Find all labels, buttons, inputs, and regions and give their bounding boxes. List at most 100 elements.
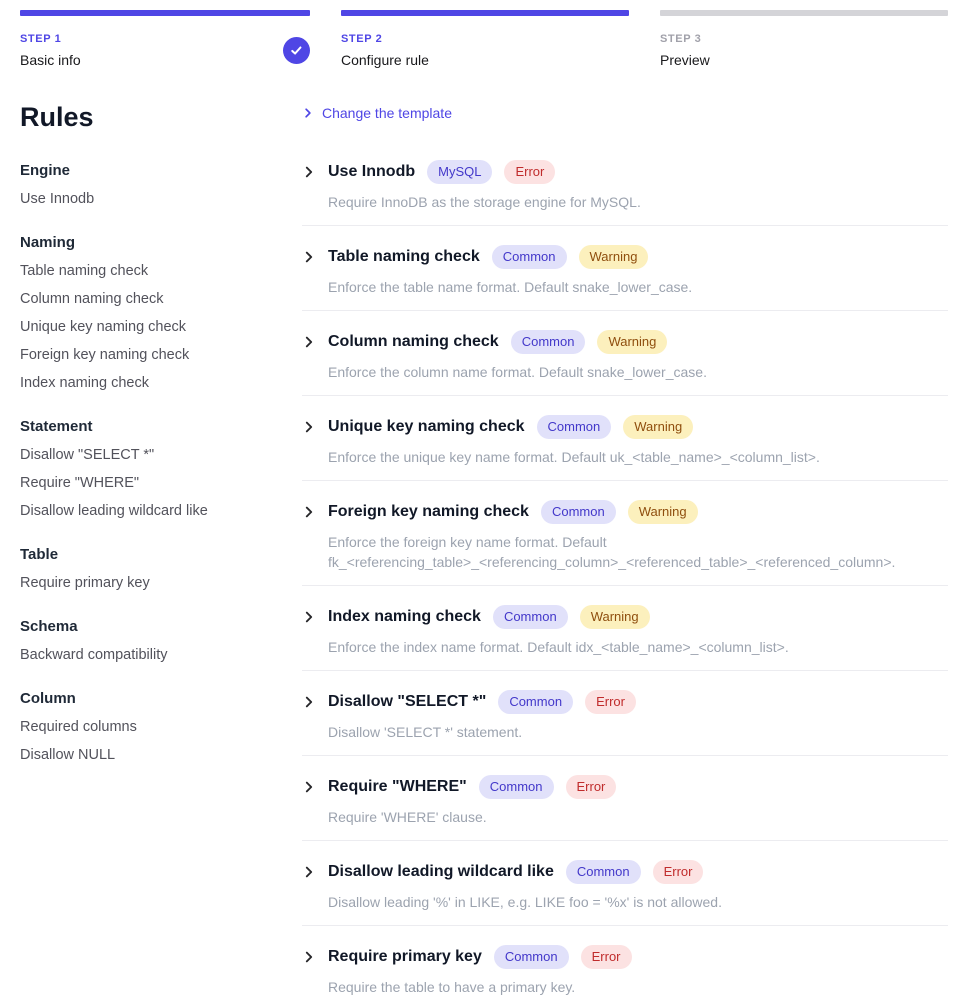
stepper-step-1[interactable]: STEP 1 Basic info — [20, 10, 310, 69]
sidebar-heading: Rules — [20, 102, 94, 132]
chevron-right-icon[interactable] — [302, 865, 316, 879]
rule-title: Disallow leading wildcard like — [328, 863, 554, 880]
rule-title: Foreign key naming check — [328, 503, 529, 520]
rule-header-foreign-key-naming-check[interactable]: Foreign key naming check Common Warning — [302, 500, 948, 524]
sidebar-item-disallow-null[interactable]: Disallow NULL — [20, 747, 116, 763]
badge-common: Common — [565, 860, 641, 884]
rule-description: Disallow 'SELECT *' statement. — [328, 724, 523, 740]
rule-item-foreign-key-naming-check: Foreign key naming check Common Warning Enf… — [302, 481, 948, 586]
badge-common: Common — [510, 330, 586, 354]
rule-header-disallow-leading-wildcard-like[interactable]: Disallow leading wildcard like Common Erro… — [302, 860, 948, 884]
rule-description: Enforce the index name format. Default i… — [328, 639, 789, 655]
stepper-step-2[interactable]: STEP 2 Configure rule — [341, 10, 629, 69]
sidebar-group-column: Column Required columns Disallow NULL — [20, 685, 302, 769]
sidebar-category-heading: Column — [20, 690, 76, 707]
rule-title: Use Innodb — [328, 163, 416, 180]
change-template-link[interactable]: Change the template — [302, 103, 452, 123]
rule-description: Enforce the foreign key name format. Def… — [328, 534, 896, 570]
badge-common: Common — [540, 500, 616, 524]
sidebar-item-use-innodb[interactable]: Use Innodb — [20, 191, 95, 207]
sidebar-category-heading: Schema — [20, 618, 78, 635]
sidebar-item-backward-compatibility[interactable]: Backward compatibility — [20, 647, 168, 663]
page-content: Rules Engine Use Innodb Naming Table naming… — [0, 99, 966, 1000]
rule-header-index-naming-check[interactable]: Index naming check Common Warning — [302, 605, 948, 629]
sidebar-item-required-columns[interactable]: Required columns — [20, 719, 137, 735]
sidebar-category-heading: Table — [20, 546, 59, 563]
rule-description: Require the table to have a primary key. — [328, 979, 576, 995]
rule-header-require-primary-key[interactable]: Require primary key Common Error — [302, 945, 948, 969]
rule-item-column-naming-check: Column naming check Common Warning Enforce … — [302, 311, 948, 396]
sidebar-item-require-primary-key[interactable]: Require primary key — [20, 575, 150, 591]
badge-error: Error — [580, 945, 632, 969]
chevron-right-icon[interactable] — [302, 780, 316, 794]
chevron-right-icon[interactable] — [302, 610, 316, 624]
chevron-right-icon[interactable] — [302, 250, 316, 264]
badge-common: Common — [492, 605, 568, 629]
badge-error: Error — [565, 775, 617, 799]
badge-common: Common — [491, 245, 567, 269]
sidebar-groups-nav: Engine Use Innodb Naming Table naming check… — [20, 157, 302, 769]
rule-item-unique-key-naming-check: Unique key naming check Common Warning Enfo… — [302, 396, 948, 481]
rule-title: Disallow "SELECT *" — [328, 693, 487, 710]
rule-description: Enforce the unique key name format. Defa… — [328, 449, 820, 465]
step-1-progress-bar — [20, 10, 310, 16]
step-2-progress-bar — [341, 10, 629, 16]
wizard-stepper: STEP 1 Basic info STEP 2 Configure rule … — [0, 0, 966, 69]
chevron-right-icon[interactable] — [302, 695, 316, 709]
rule-description: Enforce the column name format. Default … — [328, 364, 707, 380]
step-3-progress-bar — [660, 10, 948, 16]
sidebar-group-schema: Schema Backward compatibility — [20, 613, 302, 669]
sidebar-group-statement: Statement Disallow "SELECT *" Require "WHE… — [20, 413, 302, 525]
rule-description: Enforce the table name format. Default s… — [328, 279, 693, 295]
badge-warning: Warning — [597, 330, 668, 354]
step-2-label: STEP 2 — [341, 33, 383, 45]
sidebar-group-engine: Engine Use Innodb — [20, 157, 302, 213]
sidebar-category-heading: Statement — [20, 418, 93, 435]
step-3-title: Preview — [660, 52, 710, 68]
stepper-step-3[interactable]: STEP 3 Preview — [660, 10, 948, 69]
badge-warning: Warning — [578, 245, 649, 269]
badge-common: Common — [536, 415, 612, 439]
sidebar-item-index-naming-check[interactable]: Index naming check — [20, 375, 149, 391]
rule-item-index-naming-check: Index naming check Common Warning Enforce t… — [302, 586, 948, 671]
badge-common: Common — [493, 945, 569, 969]
chevron-right-icon[interactable] — [302, 420, 316, 434]
badge-error: Error — [652, 860, 704, 884]
rule-description: Require 'WHERE' clause. — [328, 809, 487, 825]
rules-sidebar: Rules Engine Use Innodb Naming Table naming… — [20, 99, 302, 1000]
rule-item-disallow-select: Disallow "SELECT *" Common Error Disallow '… — [302, 671, 948, 756]
sidebar-item-column-naming-check[interactable]: Column naming check — [20, 291, 164, 307]
sidebar-item-foreign-key-naming-check[interactable]: Foreign key naming check — [20, 347, 190, 363]
chevron-right-icon[interactable] — [302, 950, 316, 964]
badge-warning: Warning — [579, 605, 650, 629]
sidebar-item-table-naming-check[interactable]: Table naming check — [20, 263, 149, 279]
rule-item-table-naming-check: Table naming check Common Warning Enforce t… — [302, 226, 948, 311]
sidebar-item-disallow-select[interactable]: Disallow "SELECT *" — [20, 447, 155, 463]
badge-error: Error — [585, 690, 636, 714]
rule-title: Require primary key — [328, 948, 482, 965]
rule-item-disallow-leading-wildcard-like: Disallow leading wildcard like Common Erro… — [302, 841, 948, 926]
rule-header-unique-key-naming-check[interactable]: Unique key naming check Common Warning — [302, 415, 948, 439]
sidebar-item-unique-key-naming-check[interactable]: Unique key naming check — [20, 319, 187, 335]
rule-configuration-panel: Change the template Use Innodb MySQL Error… — [302, 99, 948, 1000]
rule-header-disallow-select[interactable]: Disallow "SELECT *" Common Error — [302, 690, 948, 714]
rules-list: Use Innodb MySQL Error Require InnoDB as th… — [302, 141, 948, 1000]
chevron-right-icon[interactable] — [302, 505, 316, 519]
rule-header-table-naming-check[interactable]: Table naming check Common Warning — [302, 245, 948, 269]
rule-header-column-naming-check[interactable]: Column naming check Common Warning — [302, 330, 948, 354]
rule-item-use-innodb: Use Innodb MySQL Error Require InnoDB as th… — [302, 141, 948, 226]
rule-item-require-primary-key: Require primary key Common Error Require th… — [302, 926, 948, 1000]
chevron-right-icon[interactable] — [302, 335, 316, 349]
badge-mysql: MySQL — [427, 160, 493, 184]
rule-title: Index naming check — [328, 608, 481, 625]
sidebar-item-require-where[interactable]: Require "WHERE" — [20, 475, 140, 491]
badge-common: Common — [478, 775, 554, 799]
rule-header-use-innodb[interactable]: Use Innodb MySQL Error — [302, 160, 948, 184]
change-template-label: Change the template — [322, 105, 452, 121]
sidebar-category-heading: Naming — [20, 234, 76, 251]
sidebar-item-disallow-leading-wildcard-like[interactable]: Disallow leading wildcard like — [20, 503, 208, 519]
rule-description: Disallow leading '%' in LIKE, e.g. LIKE … — [328, 894, 722, 910]
rule-header-require-where[interactable]: Require "WHERE" Common Error — [302, 775, 948, 799]
chevron-right-icon[interactable] — [302, 165, 316, 179]
badge-error: Error — [504, 160, 556, 184]
